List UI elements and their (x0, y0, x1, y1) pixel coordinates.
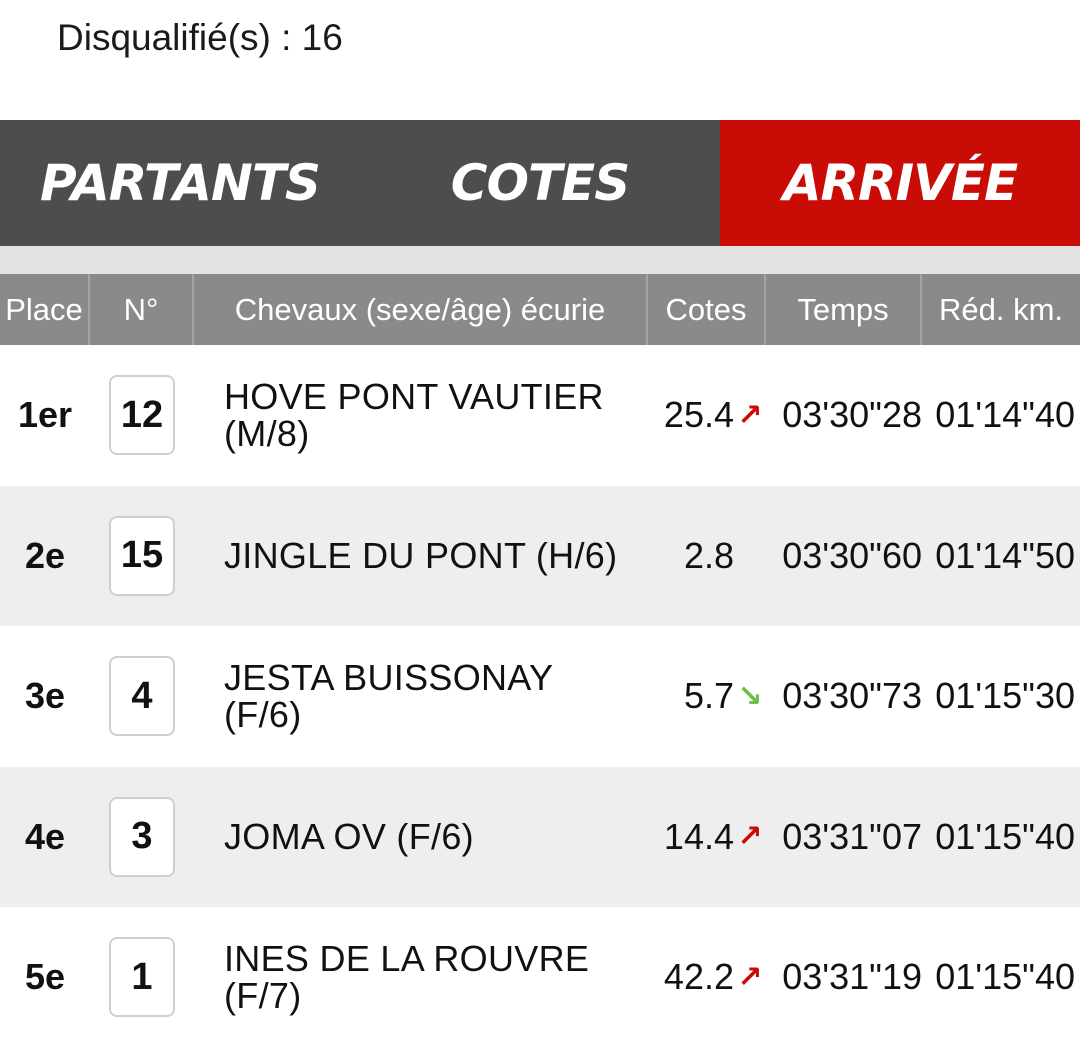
odds-value: 42.2 (663, 956, 734, 998)
tab-arrivee[interactable]: ARRIVÉE (720, 120, 1080, 258)
horse-number-badge: 1 (109, 937, 175, 1018)
row-place: 4e (24, 815, 66, 857)
table-row[interactable]: 5e 1 INES DE LA ROUVRE (F/7) 42.2 ↗ 03'31… (0, 907, 1080, 1048)
horse-name[interactable]: INES DE LA ROUVRE (F/7) (224, 938, 590, 1017)
horse-name[interactable]: JOMA OV (F/6) (224, 816, 474, 858)
table-row[interactable]: 1er 12 HOVE PONT VAUTIER (M/8) 25.4 ↗ 03'… (0, 345, 1080, 486)
reduction-km: 01'15"30 (935, 675, 1075, 717)
table-row[interactable]: 2e 15 JINGLE DU PONT (H/6) 2.8↗ 03'30"60… (0, 485, 1080, 626)
tab-separator (0, 246, 1080, 274)
horse-number-badge: 15 (109, 515, 175, 596)
disqualified-count: Disqualifié(s) : 16 (57, 17, 343, 58)
trend-none-icon: ↗ (734, 538, 766, 573)
trend-up-icon: ↗ (737, 398, 763, 432)
race-time: 03'30"73 (782, 675, 922, 717)
table-row[interactable]: 4e 3 JOMA OV (F/6) 14.4 ↗ 03'31"07 01'15"… (0, 766, 1080, 907)
horse-name[interactable]: HOVE PONT VAUTIER (M/8) (224, 376, 604, 455)
reduction-km: 01'14"50 (935, 534, 1075, 576)
header-horse: Chevaux (sexe/âge) écurie (194, 274, 648, 345)
row-place: 5e (24, 956, 66, 998)
odds-value: 2.8 (683, 534, 734, 576)
odds-value: 14.4 (663, 815, 734, 857)
trend-up-icon: ↗ (737, 960, 763, 994)
header-odds: Cotes (648, 274, 766, 345)
tab-cotes[interactable]: COTES (450, 154, 630, 212)
horse-number-badge: 12 (109, 375, 175, 456)
horse-name[interactable]: JINGLE DU PONT (H/6) (224, 535, 618, 577)
header-place: Place (0, 274, 90, 345)
odds-value: 25.4 (663, 394, 734, 436)
header-number: N° (90, 274, 194, 345)
trend-down-icon: ↘ (737, 679, 763, 713)
horse-name[interactable]: JESTA BUISSONAY (F/6) (224, 657, 553, 736)
horse-number-badge: 4 (109, 656, 175, 737)
row-place: 1er (17, 394, 73, 436)
table-row[interactable]: 3e 4 JESTA BUISSONAY (F/6) 5.7 ↘ 03'30"73… (0, 626, 1080, 767)
tab-bar: PARTANTS COTES ARRIVÉE (0, 120, 1080, 258)
reduction-km: 01'14"40 (935, 394, 1075, 436)
reduction-km: 01'15"40 (935, 956, 1075, 998)
tab-partants[interactable]: PARTANTS (40, 154, 321, 212)
row-place: 2e (24, 534, 66, 576)
row-place: 3e (24, 675, 66, 717)
results-table-body: 1er 12 HOVE PONT VAUTIER (M/8) 25.4 ↗ 03'… (0, 345, 1080, 1048)
race-time: 03'31"07 (782, 815, 922, 857)
race-time: 03'31"19 (782, 956, 922, 998)
header-reduction-km: Réd. km. (938, 291, 1064, 327)
header-time: Temps (766, 274, 922, 345)
results-table-header: Place N° Chevaux (sexe/âge) écurie Cotes… (0, 274, 1080, 345)
race-time: 03'30"28 (782, 394, 922, 436)
odds-value: 5.7 (683, 675, 734, 717)
trend-up-icon: ↗ (737, 820, 763, 854)
horse-number-badge: 3 (109, 796, 175, 877)
reduction-km: 01'15"40 (935, 815, 1075, 857)
race-time: 03'30"60 (782, 534, 922, 576)
